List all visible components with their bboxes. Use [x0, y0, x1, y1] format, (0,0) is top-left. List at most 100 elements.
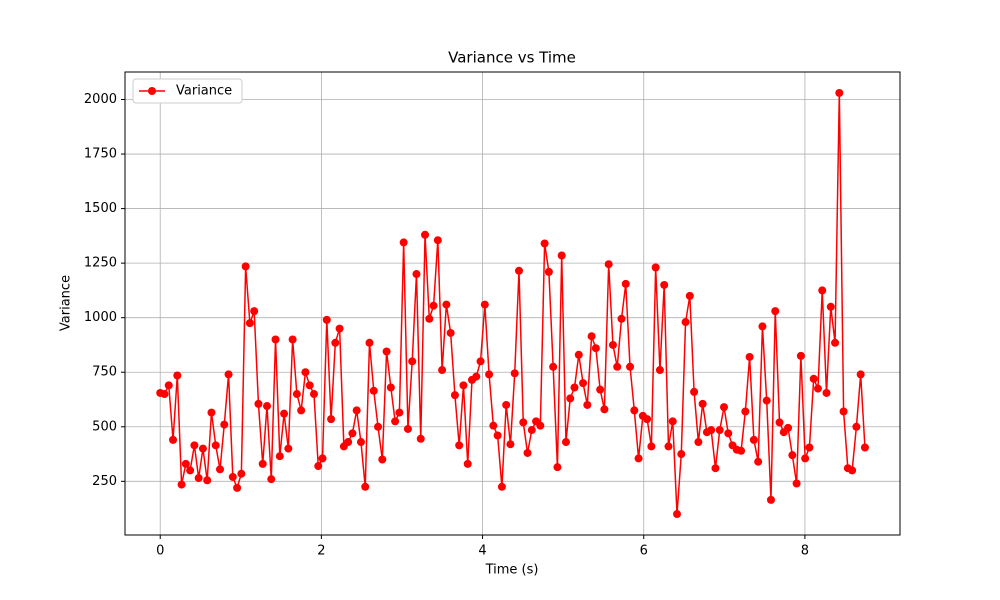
legend-box [132, 78, 243, 104]
marker [181, 459, 190, 468]
marker [762, 396, 771, 405]
marker [557, 251, 566, 260]
marker [651, 263, 660, 272]
marker [258, 459, 267, 468]
marker [856, 370, 865, 379]
marker [613, 362, 622, 371]
marker [784, 423, 793, 432]
marker [801, 454, 810, 463]
marker [771, 307, 780, 316]
marker [190, 441, 199, 450]
marker [472, 372, 481, 381]
marker [690, 387, 699, 396]
marker [446, 328, 455, 337]
marker [655, 366, 664, 375]
marker [617, 314, 626, 323]
marker [604, 260, 613, 269]
marker [365, 338, 374, 347]
marker [681, 318, 690, 327]
legend-marker [148, 87, 156, 95]
marker [561, 438, 570, 447]
marker [831, 338, 840, 347]
marker [399, 238, 408, 247]
marker [835, 88, 844, 97]
marker [788, 451, 797, 460]
marker [254, 399, 263, 408]
marker [813, 384, 822, 393]
marker [335, 324, 344, 333]
marker [514, 266, 523, 275]
marker [459, 381, 468, 390]
marker [848, 466, 857, 475]
y-tick-label: 1500 [84, 201, 117, 216]
marker [245, 319, 254, 328]
marker [169, 435, 178, 444]
marker [741, 407, 750, 416]
y-tick-label: 1250 [84, 256, 117, 271]
y-axis-label: Variance [59, 275, 74, 331]
marker [412, 270, 421, 279]
marker [391, 417, 400, 426]
marker [203, 476, 212, 485]
marker [476, 357, 485, 366]
marker [796, 351, 805, 360]
marker [694, 438, 703, 447]
marker [792, 479, 801, 488]
marker [344, 438, 353, 447]
marker [698, 399, 707, 408]
marker [724, 429, 733, 438]
marker [634, 454, 643, 463]
marker [596, 385, 605, 394]
marker [228, 472, 237, 481]
marker [438, 366, 447, 375]
series-line [160, 92, 866, 515]
marker [677, 450, 686, 459]
marker [280, 409, 289, 418]
marker [160, 390, 169, 399]
marker [271, 335, 280, 344]
marker [395, 408, 404, 417]
marker [314, 462, 323, 471]
y-tick-label: 2000 [84, 92, 117, 107]
marker [352, 406, 361, 415]
marker [327, 415, 336, 424]
marker [527, 426, 536, 435]
marker [331, 338, 340, 347]
marker [715, 426, 724, 435]
marker [233, 483, 242, 492]
marker [250, 307, 259, 316]
marker [566, 394, 575, 403]
marker [374, 422, 383, 431]
marker [220, 420, 229, 429]
marker [775, 418, 784, 427]
marker [591, 344, 600, 353]
marker [805, 443, 814, 452]
marker [361, 482, 370, 491]
marker [852, 422, 861, 431]
marker [356, 438, 365, 447]
marker [583, 400, 592, 409]
marker [579, 379, 588, 388]
marker [506, 440, 515, 449]
marker [621, 279, 630, 288]
marker [510, 369, 519, 378]
marker [198, 444, 207, 453]
marker [348, 429, 357, 438]
marker [275, 452, 284, 461]
marker [745, 352, 754, 361]
marker [177, 480, 186, 489]
marker [497, 482, 506, 491]
marker [685, 291, 694, 300]
x-tick-label: 2 [317, 544, 325, 559]
marker [463, 459, 472, 468]
marker [570, 383, 579, 392]
marker [826, 302, 835, 311]
marker [502, 400, 511, 409]
marker [262, 402, 271, 411]
marker [574, 350, 583, 359]
y-tick-label: 500 [92, 419, 117, 434]
marker [164, 381, 173, 390]
legend-label: Variance [176, 84, 232, 99]
marker [647, 442, 656, 451]
